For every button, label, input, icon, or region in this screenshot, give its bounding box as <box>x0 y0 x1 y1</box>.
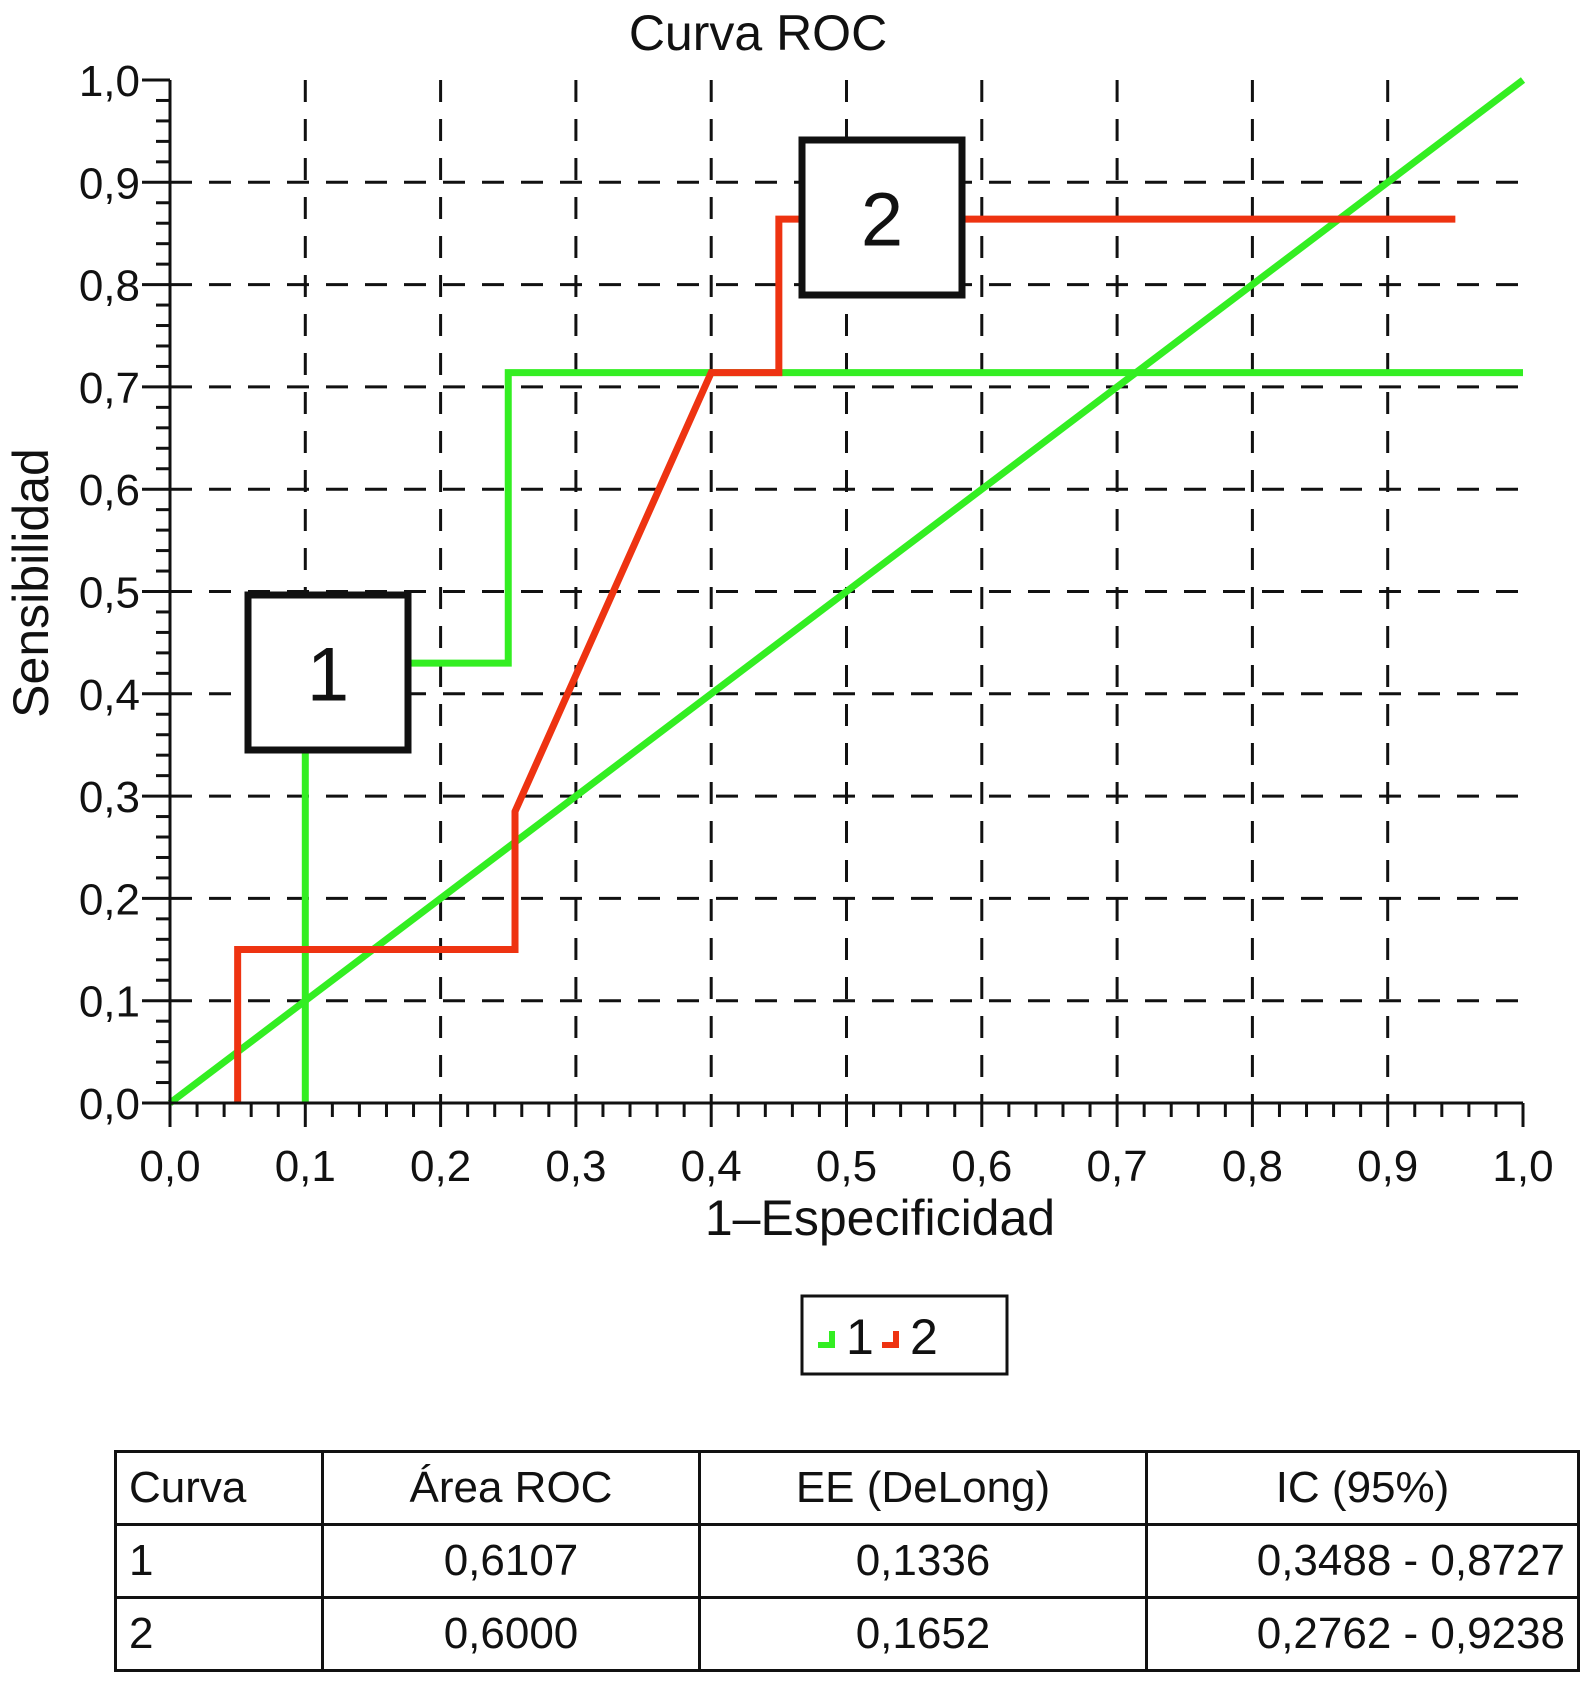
x-tick-label: 0,1 <box>275 1142 336 1191</box>
x-tick-label: 0,0 <box>139 1142 200 1191</box>
curve-label-box-1 <box>244 591 412 754</box>
x-tick-label: 0,7 <box>1087 1142 1148 1191</box>
legend-swatch-1 <box>818 1331 835 1348</box>
y-tick-label: 0,1 <box>79 978 140 1027</box>
axis-ticks: 0,0 0,1 0,2 0,3 0,4 0,5 0,6 0,7 0,8 0,9 1,0 0,0 0,1 0… <box>79 57 1554 1191</box>
x-tick-label: 0,6 <box>951 1142 1012 1191</box>
table-row: 1 0,6107 0,1336 0,3488 - 0,8727 <box>114 1523 1580 1599</box>
y-tick-label: 0,9 <box>79 159 140 208</box>
cell-ee-delong: 0,1652 <box>698 1596 1148 1672</box>
y-tick-label: 0,3 <box>79 773 140 822</box>
cell-ic-95: 0,3488 - 0,8727 <box>1145 1523 1580 1599</box>
reference-diagonal-line <box>167 77 1526 1106</box>
curve-label-box-2 <box>798 136 966 299</box>
curve-label-text-2: 2 <box>861 178 903 263</box>
cell-ee-delong: 0,1336 <box>698 1523 1148 1599</box>
legend-label-2: 2 <box>910 1309 938 1365</box>
legend-box <box>800 1294 1009 1376</box>
cell-curva: 1 <box>114 1523 324 1599</box>
x-tick-label: 0,9 <box>1357 1142 1418 1191</box>
curve-label-text-1: 1 <box>307 633 349 718</box>
x-tick-label: 1,0 <box>1492 1142 1553 1191</box>
curve-label-boxes: 12 <box>244 136 966 754</box>
x-axis-label: 1–Especificidad <box>705 1190 1055 1246</box>
y-tick-label: 0,8 <box>79 262 140 311</box>
x-tick-label: 0,5 <box>816 1142 877 1191</box>
table-header-row: Curva Área ROC EE (DeLong) IC (95%) <box>114 1450 1580 1526</box>
cell-area-roc: 0,6000 <box>321 1596 701 1672</box>
series-lines <box>234 215 1523 1103</box>
y-tick-label: 1,0 <box>79 57 140 106</box>
series-line-2 <box>234 215 1456 1103</box>
roc-stats-table: Curva Área ROC EE (DeLong) IC (95%) 1 0,… <box>114 1450 1580 1672</box>
y-tick-label: 0,5 <box>79 569 140 618</box>
legend-label-1: 1 <box>846 1309 874 1365</box>
x-tick-label: 0,3 <box>545 1142 606 1191</box>
x-tick-label: 0,8 <box>1222 1142 1283 1191</box>
cell-area-roc: 0,6107 <box>321 1523 701 1599</box>
header-ic-95: IC (95%) <box>1145 1450 1580 1526</box>
table-row: 2 0,6000 0,1652 0,2762 - 0,9238 <box>114 1596 1580 1672</box>
header-ee-delong: EE (DeLong) <box>698 1450 1148 1526</box>
chart-title: Curva ROC <box>629 5 887 61</box>
cell-curva: 2 <box>114 1596 324 1672</box>
x-tick-label: 0,2 <box>410 1142 471 1191</box>
y-tick-label: 0,6 <box>79 466 140 515</box>
header-curva: Curva <box>114 1450 324 1526</box>
y-axis-label: Sensibilidad <box>3 448 59 718</box>
header-area-roc: Área ROC <box>321 1450 701 1526</box>
x-tick-label: 0,4 <box>681 1142 742 1191</box>
y-tick-label: 0,7 <box>79 364 140 413</box>
roc-chart: Curva ROC 0,0 0,1 0,2 0,3 0,4 0,5 0,6 0,7 0,8 0,9… <box>3 5 1554 1376</box>
cell-ic-95: 0,2762 - 0,9238 <box>1145 1596 1580 1672</box>
series-line-1 <box>301 369 1523 1103</box>
y-tick-label: 0,2 <box>79 875 140 924</box>
y-tick-label: 0,4 <box>79 671 140 720</box>
y-tick-label: 0,0 <box>79 1080 140 1129</box>
reference-diagonal <box>167 77 1526 1106</box>
legend-swatch-2 <box>882 1331 899 1348</box>
